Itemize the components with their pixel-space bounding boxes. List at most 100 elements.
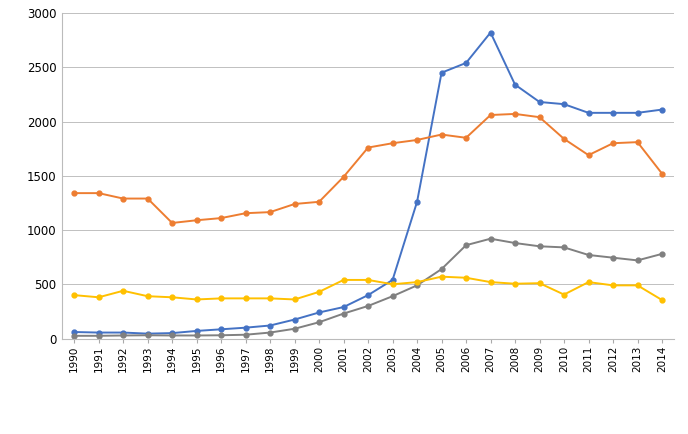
他大産学連携 — [584, 279, 592, 285]
他大単独 — [584, 253, 592, 258]
他大産学連携 — [511, 281, 519, 286]
国立単独 — [168, 331, 176, 336]
国立産学連携 — [364, 145, 372, 150]
他大産学連携 — [217, 296, 225, 301]
他大産学連携 — [535, 281, 544, 286]
国立産学連携 — [94, 191, 103, 196]
他大産学連携 — [413, 279, 421, 285]
Line: 国立単独: 国立単独 — [72, 30, 665, 336]
他大単独 — [634, 258, 642, 263]
他大産学連携 — [560, 292, 568, 297]
他大単独 — [290, 326, 299, 332]
国立産学連携 — [217, 216, 225, 220]
他大産学連携 — [658, 297, 666, 302]
国立単独 — [70, 329, 78, 335]
国立産学連携 — [535, 115, 544, 120]
国立単独 — [389, 277, 397, 283]
他大単独 — [658, 251, 666, 256]
国立単独 — [609, 110, 617, 115]
国立単独 — [438, 70, 446, 76]
他大単独 — [609, 255, 617, 260]
他大産学連携 — [364, 277, 372, 283]
他大単独 — [486, 236, 495, 241]
国立産学連携 — [70, 191, 78, 196]
Line: 他大単独: 他大単独 — [72, 236, 665, 338]
国立単独 — [462, 60, 470, 66]
国立単独 — [144, 331, 152, 336]
国立産学連携 — [511, 112, 519, 117]
国立産学連携 — [462, 135, 470, 141]
国立産学連携 — [144, 196, 152, 201]
他大単独 — [511, 240, 519, 246]
国立産学連携 — [266, 210, 275, 215]
Line: 国立産学連携: 国立産学連携 — [72, 112, 665, 225]
国立産学連携 — [290, 201, 299, 207]
国立単独 — [511, 82, 519, 87]
他大単独 — [144, 333, 152, 338]
他大単独 — [413, 283, 421, 288]
他大産学連携 — [389, 282, 397, 287]
他大産学連携 — [266, 296, 275, 301]
国立単独 — [266, 323, 275, 328]
他大産学連携 — [438, 274, 446, 279]
他大単独 — [94, 333, 103, 339]
国立産学連携 — [315, 199, 323, 204]
他大単独 — [339, 311, 347, 316]
他大産学連携 — [486, 279, 495, 285]
他大産学連携 — [290, 297, 299, 302]
国立単独 — [339, 305, 347, 310]
他大単独 — [119, 333, 127, 338]
国立単独 — [560, 102, 568, 107]
他大産学連携 — [193, 297, 201, 302]
他大産学連携 — [70, 293, 78, 298]
他大単独 — [560, 245, 568, 250]
国立単独 — [193, 329, 201, 334]
国立単独 — [94, 330, 103, 335]
国立単独 — [486, 30, 495, 35]
国立産学連携 — [609, 141, 617, 146]
他大単独 — [315, 319, 323, 325]
他大単独 — [462, 243, 470, 248]
国立産学連携 — [389, 141, 397, 146]
国立産学連携 — [168, 220, 176, 226]
他大産学連携 — [168, 295, 176, 300]
国立単独 — [217, 327, 225, 332]
国立単独 — [119, 330, 127, 335]
国立産学連携 — [339, 174, 347, 180]
他大産学連携 — [119, 288, 127, 293]
国立単独 — [413, 199, 421, 204]
他大単独 — [241, 332, 250, 337]
他大単独 — [168, 333, 176, 338]
国立単独 — [634, 110, 642, 115]
他大産学連携 — [609, 283, 617, 288]
国立産学連携 — [119, 196, 127, 201]
他大産学連携 — [315, 289, 323, 295]
他大産学連携 — [94, 295, 103, 300]
国立単独 — [241, 325, 250, 330]
他大単独 — [217, 333, 225, 338]
国立産学連携 — [241, 210, 250, 216]
国立単独 — [290, 317, 299, 322]
国立単独 — [535, 99, 544, 105]
国立単独 — [584, 110, 592, 115]
国立産学連携 — [658, 171, 666, 176]
国立単独 — [658, 107, 666, 112]
他大産学連携 — [339, 277, 347, 283]
他大単独 — [438, 266, 446, 272]
他大単独 — [193, 333, 201, 338]
他大単独 — [364, 303, 372, 309]
国立産学連携 — [438, 132, 446, 137]
Line: 他大産学連携: 他大産学連携 — [72, 274, 665, 302]
国立産学連携 — [486, 112, 495, 118]
他大産学連携 — [241, 296, 250, 301]
国立産学連携 — [413, 138, 421, 143]
他大単独 — [389, 294, 397, 299]
他大単独 — [70, 333, 78, 339]
国立産学連携 — [560, 136, 568, 141]
他大単独 — [266, 330, 275, 335]
国立単独 — [364, 293, 372, 298]
国立単独 — [315, 310, 323, 315]
他大産学連携 — [144, 294, 152, 299]
国立産学連携 — [193, 218, 201, 223]
他大産学連携 — [462, 275, 470, 280]
